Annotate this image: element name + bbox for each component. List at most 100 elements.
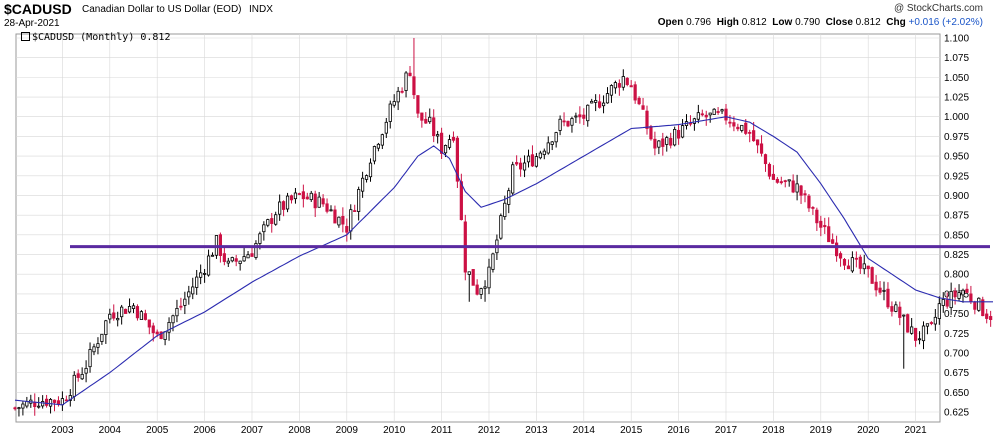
y-tick-label: 0.975 [944,132,969,143]
candle-body [538,152,542,159]
candle-body [649,126,653,140]
symbol-title: $CADUSD [4,1,72,17]
candle-body [258,233,262,244]
candle-body [321,198,325,205]
x-tick-label: 2009 [336,425,359,436]
candle-body [775,178,779,183]
candle-body [661,138,665,147]
candle-body [428,116,432,123]
candle-body [534,156,539,167]
candle-body [76,373,80,378]
candle-body [384,121,388,134]
close-label: Close [825,17,853,28]
candle-body [562,120,566,123]
candle-body [131,305,136,309]
candle-body [811,207,815,209]
candle-body [313,193,317,209]
candle-body [368,162,373,178]
chg-value: +0.016 (+2.02%) [908,17,984,28]
candle-body [436,134,440,137]
candle-body [183,298,187,306]
y-tick-label: 0.725 [944,329,969,340]
candle-body [917,338,922,341]
candle-body [740,124,744,131]
candle-body [519,162,523,170]
candle-body [155,331,159,335]
y-tick-label: 0.675 [944,368,969,379]
candle-body [724,108,728,121]
y-tick-label: 1.050 [944,73,969,84]
x-tick-label: 2018 [762,425,785,436]
candle-body [605,93,610,104]
candle-body [736,126,740,130]
y-tick-label: 0.750 [944,309,969,320]
candle-body [167,322,171,333]
candle-body [467,271,471,275]
candle-body [704,114,708,118]
candle-body [104,320,108,335]
y-tick-label: 0.825 [944,250,969,261]
candle-body [590,100,594,104]
candle-body [815,209,819,224]
candle-body [372,146,377,162]
candle-body [416,95,420,114]
candle-body [274,214,278,225]
candle-body [254,243,258,258]
candle-body [633,84,637,101]
candle-body [281,201,286,210]
candle-body [791,180,795,193]
x-tick-label: 2013 [525,425,548,436]
candle-body [716,111,720,113]
candle-body [752,130,756,142]
candle-body [601,102,606,107]
candle-body [696,112,700,120]
candle-body [598,101,602,108]
candle-body [933,316,937,325]
candle-body [206,255,211,276]
candle-body [353,210,357,212]
candle-body [325,203,329,212]
candle-body [424,118,428,124]
candle-body [894,304,898,312]
candle-body [80,373,84,380]
candle-body [72,374,76,397]
candle-body [807,195,811,209]
candle-body [305,196,309,200]
candle-body [550,141,554,145]
candle-body [33,401,37,408]
candle-body [732,122,736,127]
x-tick-label: 2015 [620,425,643,436]
candle-body [202,272,207,275]
candle-body [831,239,835,244]
candle-body [432,117,436,137]
candle-body [64,399,68,402]
candle-body [124,308,128,314]
candle-body [199,272,203,278]
watermark: @ StockCharts.com [893,3,983,14]
candle-body [412,76,416,96]
candle-body [937,303,941,319]
ohlc-readout: Open 0.796 High 0.812 Low 0.790 Close 0.… [658,17,983,28]
candle-body [850,257,855,272]
chart-header: $CADUSD Canadian Dollar to US Dollar (EO… [0,0,993,34]
candle-body [870,267,874,284]
candle-body [13,407,17,410]
candle-body [84,367,88,374]
candle-body [96,343,100,348]
candle-body [459,181,463,221]
candle-body [874,281,878,291]
x-tick-label: 2012 [478,425,501,436]
date-label: 28-Apr-2021 [4,18,60,29]
candle-body [238,260,242,264]
candle-body [961,289,965,296]
low-value: 0.790 [795,17,821,28]
candle-body [503,202,507,218]
candle-body [969,293,973,302]
exchange-label: INDX [249,4,273,15]
candle-body [866,265,870,270]
x-tick-label: 2016 [667,425,690,436]
candle-body [360,177,365,192]
candle-body [21,403,25,409]
low-label: Low [772,17,793,28]
y-tick-label: 0.875 [944,211,969,222]
